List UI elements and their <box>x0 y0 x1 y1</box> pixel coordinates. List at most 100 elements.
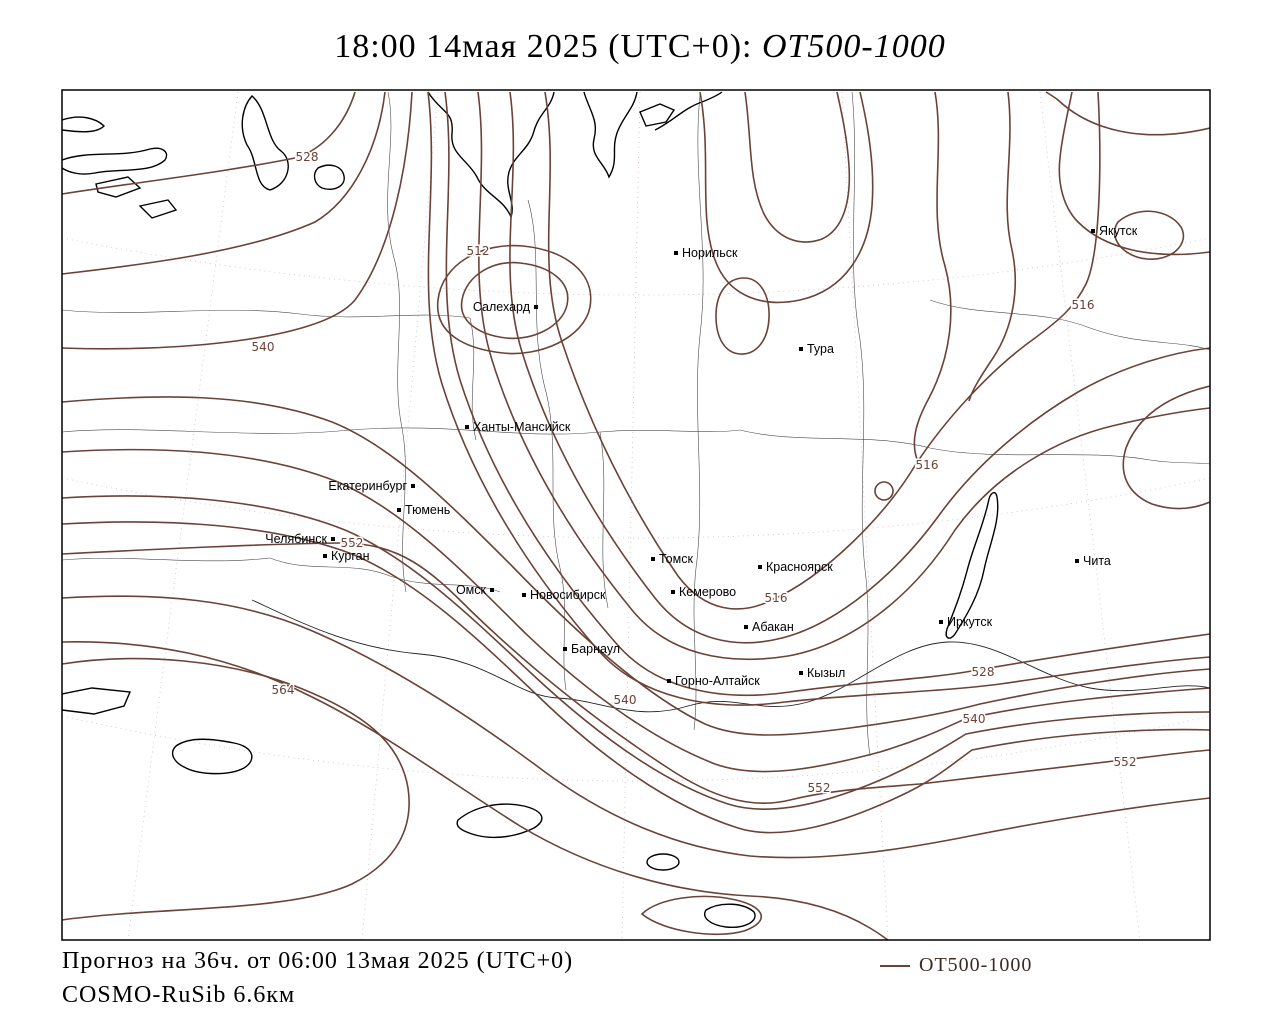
graticule-line <box>62 715 1210 782</box>
city-marker <box>671 590 675 594</box>
admin-boundary <box>387 91 407 593</box>
contour-line <box>62 448 1210 773</box>
contour-label: 528 <box>972 665 995 679</box>
city-marker <box>411 484 415 488</box>
city-marker <box>799 347 803 351</box>
coastline <box>313 164 345 190</box>
coastline <box>171 738 253 775</box>
legend-label: ОТ500-1000 <box>919 954 1033 976</box>
city-marker <box>1091 229 1095 233</box>
footer: Прогноз на 36ч. от 06:00 13мая 2025 (UTC… <box>62 944 573 1012</box>
graticule-line <box>841 91 889 940</box>
city-marker <box>490 588 494 592</box>
admin-boundary <box>599 431 609 609</box>
city-label: Красноярск <box>766 560 833 574</box>
contour-line <box>913 91 952 467</box>
contour-line <box>62 542 1210 804</box>
city-label: Барнаул <box>571 642 620 656</box>
city-marker <box>323 554 327 558</box>
contour-label: 528 <box>296 150 319 164</box>
coastline <box>241 95 289 191</box>
coastline-layer <box>62 91 999 928</box>
contour-line <box>874 481 894 501</box>
title-product: ОТ500-1000 <box>761 28 946 65</box>
city-label: Омск <box>456 583 487 597</box>
city-marker <box>563 647 567 651</box>
admin-boundary <box>693 94 704 731</box>
graticule-line <box>127 91 239 940</box>
contour-line <box>640 895 763 936</box>
coastline <box>945 492 999 639</box>
city-layer: Норильск Салехард Тура Якутск Ханты-Мансийск… <box>265 224 1137 688</box>
coastline <box>456 803 543 839</box>
contour-line <box>62 521 1210 834</box>
city-label: Кемерово <box>679 585 736 599</box>
admin-boundary <box>251 599 1210 713</box>
city-label: Кызыл <box>807 666 845 680</box>
contour-label: 564 <box>272 683 295 697</box>
graticule-line <box>621 91 641 940</box>
city-label: Челябинск <box>265 532 327 546</box>
forecast-info: Прогноз на 36ч. от 06:00 13мая 2025 (UTC… <box>62 948 574 974</box>
contour-line <box>436 244 592 355</box>
city-label: Салехард <box>473 300 531 314</box>
coastline <box>654 91 723 131</box>
map-frame <box>61 89 1211 941</box>
coastline <box>639 103 676 127</box>
city-marker <box>667 679 671 683</box>
admin-boundary <box>739 429 1210 465</box>
city-label: Новосибирск <box>530 588 606 602</box>
admin-boundary <box>62 427 741 435</box>
contour-label: 512 <box>467 244 490 258</box>
contour-line <box>62 396 1210 736</box>
city-marker <box>744 625 748 629</box>
contour-line <box>477 91 1210 661</box>
graticule-layer <box>62 91 1210 940</box>
city-label: Чита <box>1083 554 1111 568</box>
coastline <box>95 176 142 198</box>
admin-boundary <box>62 309 471 319</box>
city-marker <box>939 620 943 624</box>
contour-label: 552 <box>341 536 364 550</box>
forecast-map: 528512540516516552516564540528540552552 … <box>61 89 1211 941</box>
contour-line <box>1113 210 1185 260</box>
coastline <box>138 199 178 219</box>
city-label: Екатеринбург <box>328 479 407 493</box>
contour-line <box>1122 385 1210 510</box>
contour-line <box>715 277 770 355</box>
coastline <box>704 903 756 928</box>
coastline <box>583 91 638 179</box>
contour-line <box>62 641 889 940</box>
contour-line <box>968 91 1017 402</box>
city-label: Тура <box>807 342 834 356</box>
contour-label: 540 <box>252 340 275 354</box>
contour-label: 516 <box>765 591 788 605</box>
contour-line <box>460 261 569 340</box>
contour-line <box>62 495 1210 810</box>
coastline <box>62 147 168 175</box>
city-label: Иркутск <box>947 615 993 629</box>
page-title: 18:00 14мая 2025 (UTC+0): ОТ500-1000 <box>0 28 1280 66</box>
graticule-line <box>62 477 1210 539</box>
city-marker <box>397 508 401 512</box>
contour-line <box>744 91 851 243</box>
admin-boundary <box>527 199 567 691</box>
contour-label: 552 <box>1114 755 1137 769</box>
city-marker <box>1075 559 1079 563</box>
city-label: Абакан <box>752 620 794 634</box>
contour-line <box>62 91 356 195</box>
city-marker <box>674 251 678 255</box>
admin-boundary <box>62 557 271 562</box>
contour-line <box>699 91 874 304</box>
city-marker <box>534 305 538 309</box>
city-label: Норильск <box>682 246 738 260</box>
admin-boundary <box>269 557 501 593</box>
contour-line <box>1058 91 1210 256</box>
city-marker <box>651 557 655 561</box>
legend-line-sample <box>880 964 910 967</box>
contour-line <box>62 595 1210 859</box>
city-marker <box>799 671 803 675</box>
contour-line <box>62 657 410 921</box>
city-marker <box>331 537 335 541</box>
